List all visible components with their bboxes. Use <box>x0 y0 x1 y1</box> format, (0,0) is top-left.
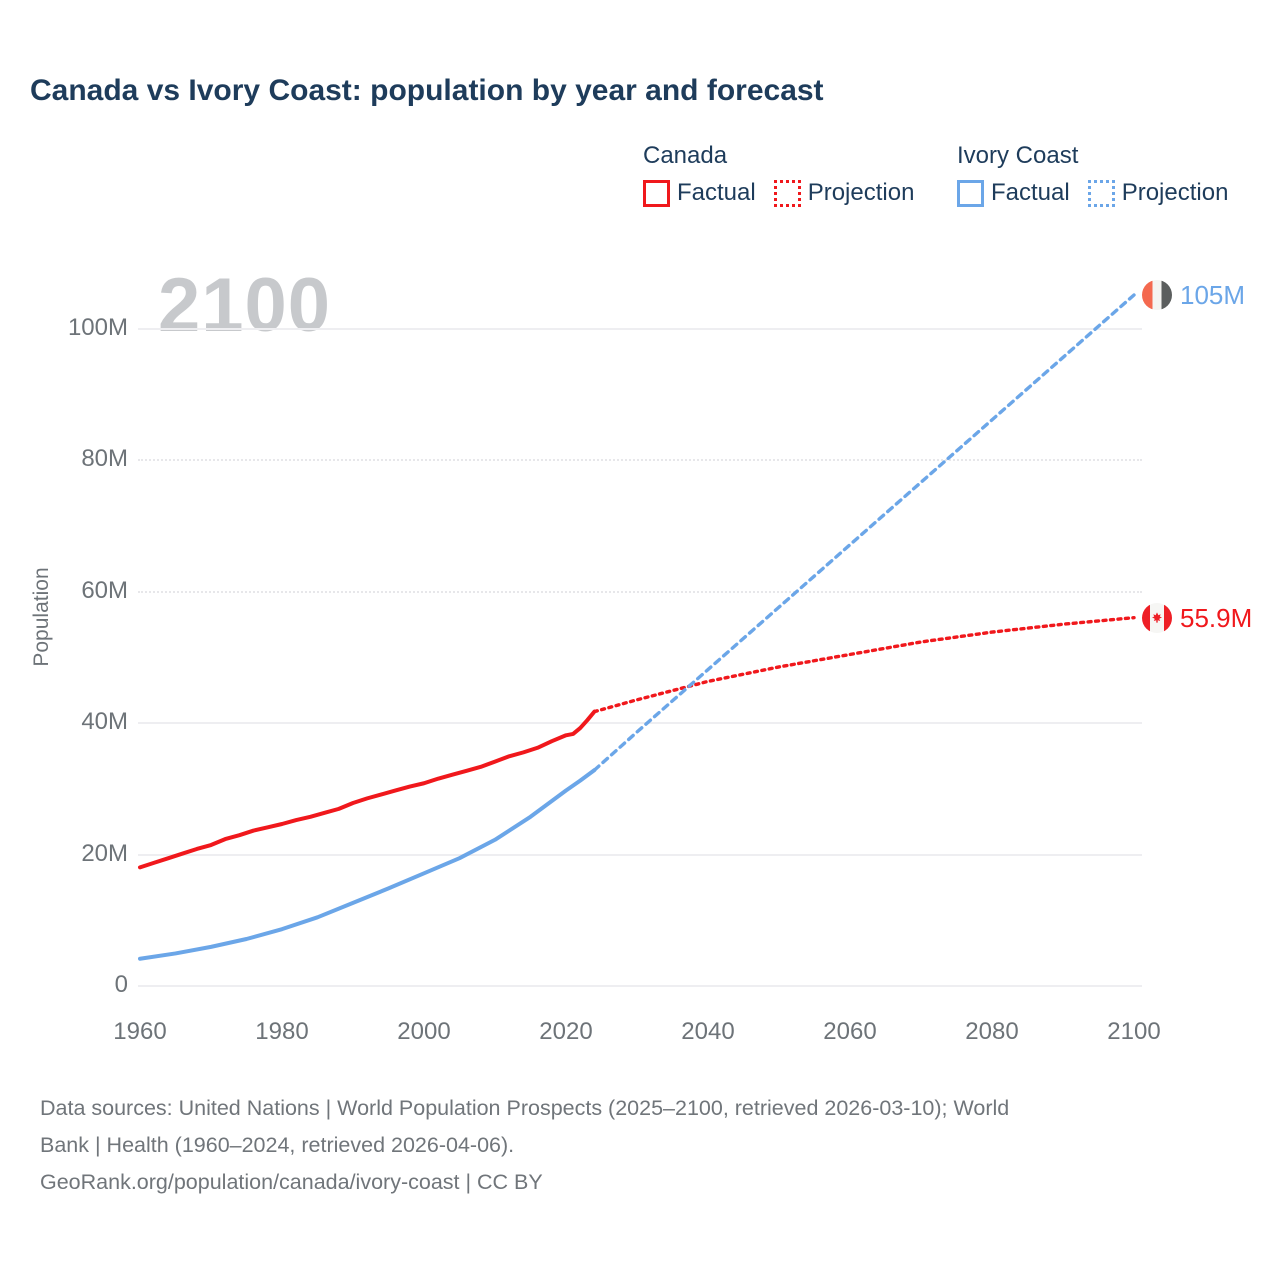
series-canada-factual <box>138 709 597 870</box>
year-watermark: 2100 <box>158 263 332 348</box>
y-tick-label: 100M <box>67 313 128 341</box>
legend-group-ivory-coast: Ivory Coast Factual Projection <box>957 142 1228 207</box>
series-ivory-coast-factual <box>138 768 597 961</box>
canada-factual-swatch-icon <box>643 179 670 207</box>
canada-end-value: 55.9M <box>1180 602 1253 633</box>
legend-item-canada-projection[interactable]: Projection <box>773 179 915 207</box>
canada-flag-icon <box>1142 603 1172 634</box>
x-tick-label: 2000 <box>397 1018 451 1045</box>
footer-line: Data sources: United Nations | World Pop… <box>40 1096 1010 1120</box>
y-tick-label: 0 <box>114 971 128 998</box>
y-axis-title: Population <box>30 567 53 667</box>
canada-end-label: 55.9M <box>1142 603 1252 634</box>
footer-line: Bank | Health (1960–2024, retrieved 2026… <box>40 1133 515 1157</box>
y-tick-label: 40M <box>81 708 128 736</box>
gridline-40M <box>138 722 1142 725</box>
y-tick-label: 80M <box>81 445 128 473</box>
y-tick-label: 20M <box>81 839 128 867</box>
page-title: Canada vs Ivory Coast: population by yea… <box>30 74 824 107</box>
x-tick-label: 2060 <box>823 1018 877 1045</box>
series-canada-projection <box>592 615 1136 714</box>
x-tick-label: 1960 <box>113 1018 167 1045</box>
ivory-factual-swatch-icon <box>957 179 984 207</box>
canada-projection-swatch-icon <box>773 179 801 207</box>
legend-country-ivory-coast: Ivory Coast <box>957 142 1079 169</box>
legend-label: Factual <box>991 179 1070 206</box>
legend-item-ivory-projection[interactable]: Projection <box>1087 179 1229 207</box>
legend-row-ivory-coast: Factual Projection <box>957 179 1228 207</box>
ivory-coast-end-value: 105M <box>1180 279 1246 310</box>
legend-label: Factual <box>677 179 756 206</box>
gridline-0 <box>138 985 1142 987</box>
x-tick-label: 2040 <box>681 1018 735 1045</box>
ivory-coast-flag-icon <box>1142 280 1172 311</box>
x-tick-label: 2020 <box>539 1018 593 1045</box>
x-tick-label: 2100 <box>1107 1018 1161 1045</box>
footer-line: GeoRank.org/population/canada/ivory-coas… <box>40 1170 543 1194</box>
ivory-coast-end-label: 105M <box>1142 280 1245 311</box>
legend-label: Projection <box>1121 179 1229 206</box>
x-tick-label: 2080 <box>965 1018 1019 1045</box>
series-ivory-coast-projection <box>592 293 1136 772</box>
y-tick-label: 60M <box>81 576 128 604</box>
gridline-60M <box>138 590 1142 593</box>
legend-country-canada: Canada <box>643 142 728 169</box>
legend-item-ivory-factual[interactable]: Factual <box>957 179 1070 207</box>
x-tick-label: 1980 <box>255 1018 309 1045</box>
legend-row-canada: Factual Projection <box>643 179 914 207</box>
gridline-100M <box>138 327 1142 330</box>
data-sources-footer: Data sources: United Nations | World Pop… <box>40 1090 1009 1201</box>
ivory-projection-swatch-icon <box>1087 179 1115 207</box>
legend-item-canada-factual[interactable]: Factual <box>643 179 756 207</box>
legend-label: Projection <box>807 179 915 206</box>
gridline-80M <box>138 459 1142 462</box>
legend-group-canada: Canada Factual Projection <box>643 142 914 207</box>
gridline-20M <box>138 853 1142 856</box>
